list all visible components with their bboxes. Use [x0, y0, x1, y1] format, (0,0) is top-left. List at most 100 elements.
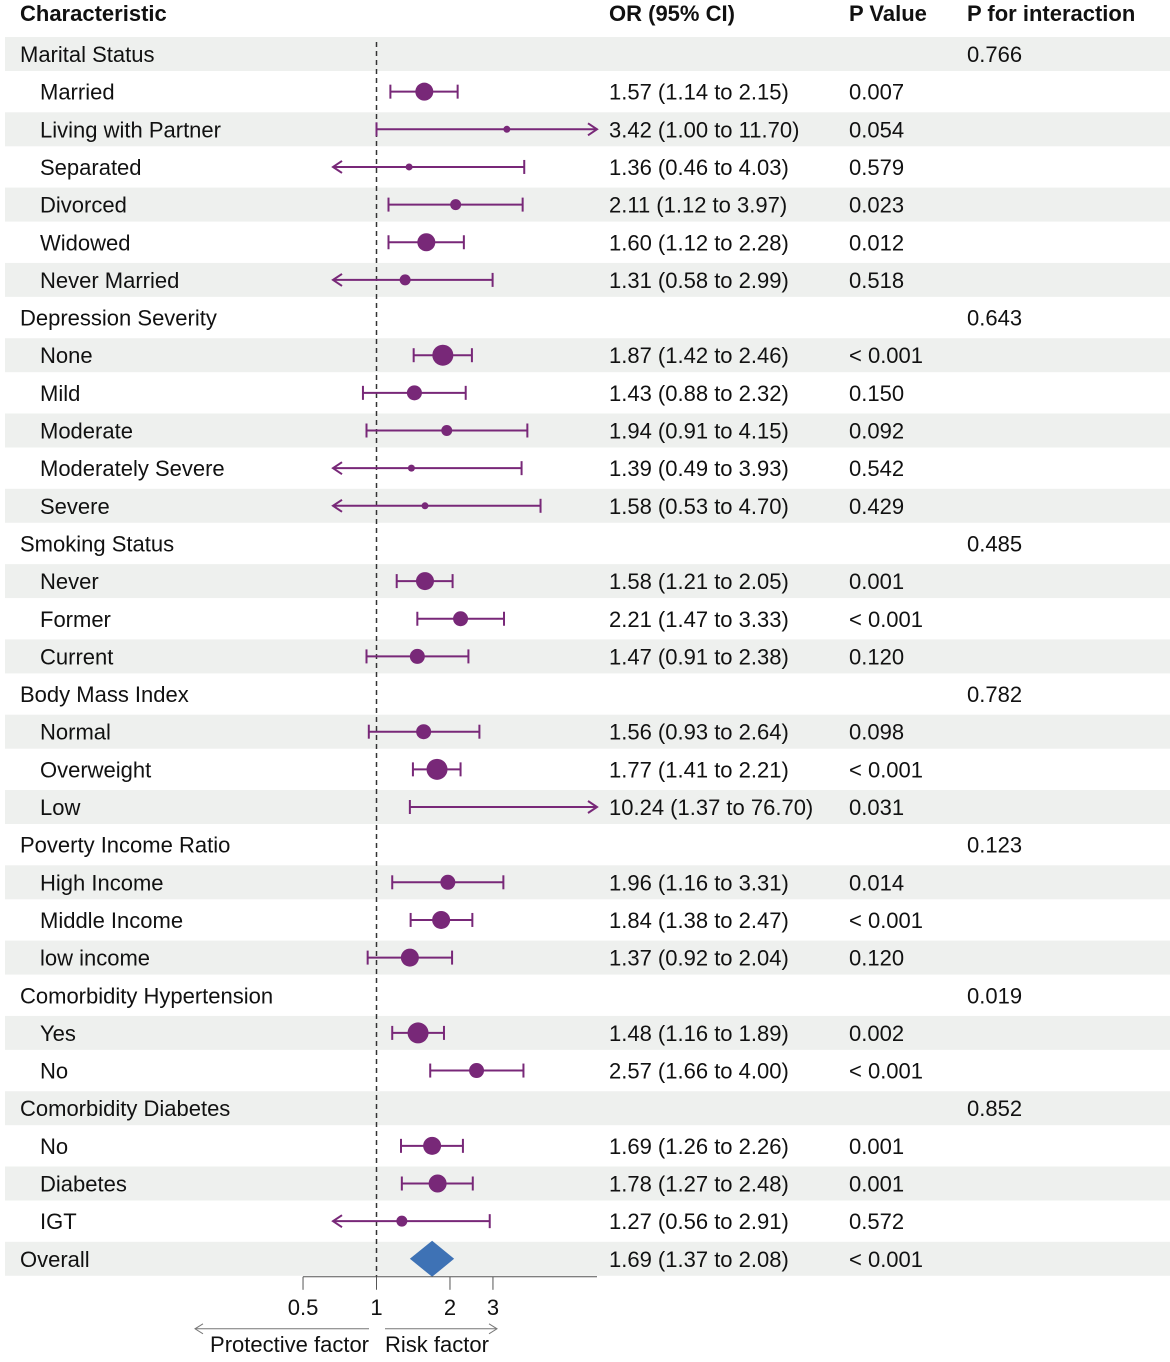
overall-diamond — [409, 1240, 455, 1277]
risk-factor-label: Risk factor — [385, 1332, 489, 1357]
row-label: Current — [40, 644, 113, 669]
or-ci-value: 1.84 (1.38 to 2.47) — [609, 908, 789, 933]
or-ci-value: 1.96 (1.16 to 3.31) — [609, 870, 789, 895]
group-label: Comorbidity Diabetes — [20, 1096, 230, 1121]
row-stripe — [5, 1091, 1170, 1126]
p-value: 0.054 — [849, 117, 904, 142]
p-interaction-value: 0.019 — [967, 983, 1022, 1008]
p-value: < 0.001 — [849, 1247, 923, 1272]
point-estimate — [432, 910, 451, 929]
row-label: Yes — [40, 1021, 76, 1046]
group-label: Comorbidity Hypertension — [20, 983, 273, 1008]
row-stripe — [5, 1241, 1170, 1276]
direction-labels: Protective factor Risk factor — [210, 1332, 489, 1357]
row-stripe — [5, 865, 1170, 900]
point-estimate — [441, 425, 453, 436]
row-label: None — [40, 343, 93, 368]
or-ci-value: 1.60 (1.12 to 2.28) — [609, 230, 789, 255]
row-stripe — [5, 413, 1170, 448]
or-ci-value: 1.94 (0.91 to 4.15) — [609, 419, 789, 444]
p-value: 0.014 — [849, 870, 904, 895]
point-estimate — [423, 1136, 442, 1155]
or-ci-value: 2.21 (1.47 to 3.33) — [609, 607, 789, 632]
point-estimate — [428, 1174, 447, 1193]
header-p-interaction: P for interaction — [967, 1, 1135, 26]
row-label: Severe — [40, 494, 110, 519]
p-interaction-value: 0.123 — [967, 833, 1022, 858]
point-estimate — [421, 502, 429, 510]
ci-arrow-left — [331, 160, 343, 174]
point-estimate — [417, 233, 436, 252]
protective-factor-label: Protective factor — [210, 1332, 369, 1357]
or-ci-value: 1.47 (0.91 to 2.38) — [609, 644, 789, 669]
p-interaction-value: 0.643 — [967, 306, 1022, 331]
table-rows: Marital Status 0.766 Married 1.57 (1.14 to … — [20, 42, 1022, 1272]
or-ci-value: 3.42 (1.00 to 11.70) — [609, 117, 799, 142]
or-ci-value: 1.36 (0.46 to 4.03) — [609, 155, 789, 180]
row-stripe — [5, 262, 1170, 297]
row-stripe — [5, 940, 1170, 975]
ci-arrow-left — [331, 1214, 343, 1228]
or-ci-value: 1.27 (0.56 to 2.91) — [609, 1209, 789, 1234]
or-ci-value: 1.37 (0.92 to 2.04) — [609, 946, 789, 971]
or-ci-value: 1.58 (1.21 to 2.05) — [609, 569, 789, 594]
protective-arrow-head — [194, 1323, 204, 1335]
ci-arrow-left — [331, 273, 343, 287]
row-stripes — [5, 37, 1170, 1276]
row-label: Moderate — [40, 419, 133, 444]
p-interaction-value: 0.782 — [967, 682, 1022, 707]
p-value: 0.120 — [849, 946, 904, 971]
group-label: Body Mass Index — [20, 682, 189, 707]
point-estimate — [450, 199, 462, 211]
point-estimate — [415, 82, 434, 101]
or-ci-value: 1.43 (0.88 to 2.32) — [609, 381, 789, 406]
group-label: Depression Severity — [20, 306, 217, 331]
point-estimate — [503, 125, 511, 133]
row-label: No — [40, 1134, 68, 1159]
or-ci-value: 1.48 (1.16 to 1.89) — [609, 1021, 789, 1046]
row-stripe — [5, 37, 1170, 71]
point-estimate — [415, 572, 434, 591]
or-ci-value: 1.69 (1.26 to 2.26) — [609, 1134, 789, 1159]
estimate-marks — [331, 82, 599, 1277]
or-ci-value: 2.57 (1.66 to 4.00) — [609, 1059, 789, 1084]
p-value: < 0.001 — [849, 757, 923, 782]
row-label: Low — [40, 795, 80, 820]
ci-arrow-left — [331, 498, 343, 513]
row-label: Widowed — [40, 230, 130, 255]
or-ci-value: 1.57 (1.14 to 2.15) — [609, 80, 789, 105]
ci-arrow-right — [587, 800, 599, 814]
point-estimate — [409, 648, 425, 664]
p-value: 0.098 — [849, 720, 904, 745]
point-estimate — [400, 948, 419, 967]
p-value: 0.429 — [849, 494, 904, 519]
p-value: 0.150 — [849, 381, 904, 406]
p-value: 0.031 — [849, 795, 904, 820]
p-value: < 0.001 — [849, 908, 923, 933]
risk-arrow-head — [488, 1323, 498, 1335]
p-value: 0.023 — [849, 193, 904, 218]
p-value: 0.518 — [849, 268, 904, 293]
row-label: Diabetes — [40, 1172, 127, 1197]
or-ci-value: 1.58 (0.53 to 4.70) — [609, 494, 789, 519]
point-estimate — [416, 724, 432, 740]
p-value: 0.092 — [849, 419, 904, 444]
x-tick-label: 0.5 — [288, 1295, 319, 1320]
or-ci-value: 1.78 (1.27 to 2.48) — [609, 1172, 789, 1197]
or-ci-value: 1.69 (1.37 to 2.08) — [609, 1247, 789, 1272]
p-interaction-value: 0.852 — [967, 1096, 1022, 1121]
row-label: Overall — [20, 1247, 90, 1272]
p-value: < 0.001 — [849, 343, 923, 368]
row-label: Married — [40, 80, 115, 105]
table-header: Characteristic OR (95% CI) P Value P for… — [20, 1, 1135, 26]
row-label: Divorced — [40, 193, 127, 218]
row-label: Mild — [40, 381, 80, 406]
row-stripe — [5, 714, 1170, 749]
group-label: Marital Status — [20, 42, 155, 67]
x-tick-label: 2 — [444, 1295, 456, 1320]
or-ci-value: 1.39 (0.49 to 3.93) — [609, 456, 789, 481]
p-value: 0.572 — [849, 1209, 904, 1234]
point-estimate — [406, 385, 422, 401]
p-value: 0.542 — [849, 456, 904, 481]
point-estimate — [407, 464, 415, 472]
